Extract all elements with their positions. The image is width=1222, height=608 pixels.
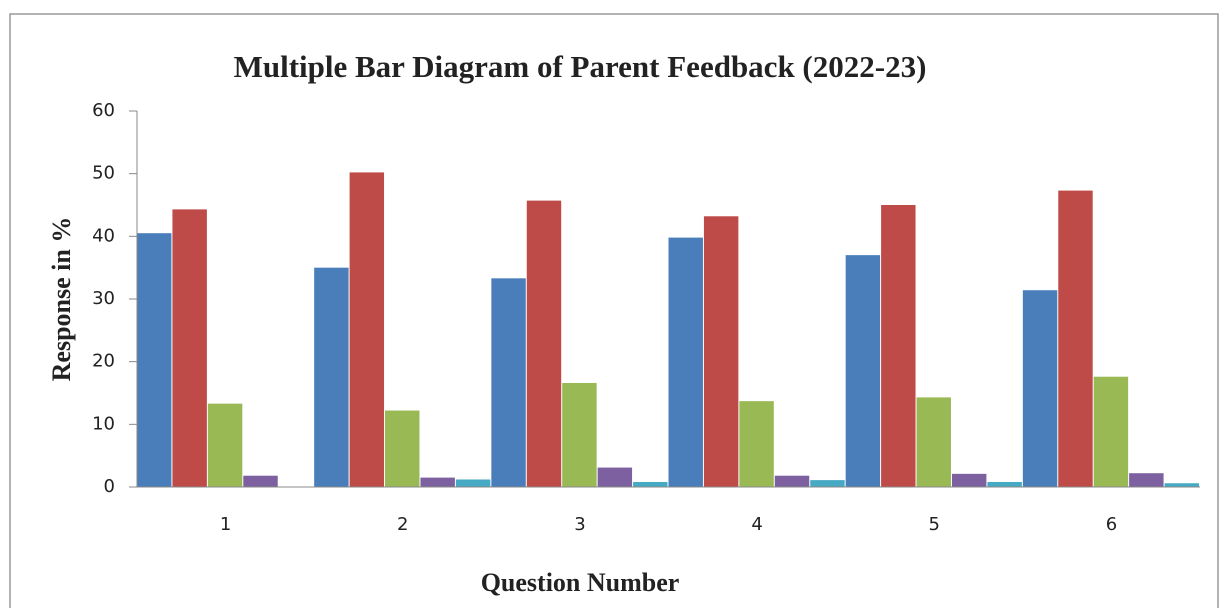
bar xyxy=(420,477,455,487)
bar xyxy=(349,172,385,487)
x-tick-label: 2 xyxy=(397,514,408,535)
y-tick-label: 10 xyxy=(92,413,115,434)
bar xyxy=(810,480,845,487)
bar xyxy=(172,209,207,488)
x-tick-label: 4 xyxy=(751,514,762,535)
bar xyxy=(987,481,1022,487)
bar xyxy=(633,481,668,487)
bar xyxy=(703,216,739,487)
bar xyxy=(491,278,526,487)
x-tick-label: 3 xyxy=(574,514,585,535)
bar xyxy=(668,237,703,487)
bar xyxy=(243,475,278,487)
chart-title: Multiple Bar Diagram of Parent Feedback … xyxy=(234,49,927,84)
bar xyxy=(916,397,951,487)
bar xyxy=(881,205,916,487)
x-tick-label: 5 xyxy=(929,514,940,535)
bar xyxy=(455,479,491,487)
bar xyxy=(845,255,881,487)
bar xyxy=(562,382,597,487)
bar xyxy=(1164,483,1199,487)
x-tick-label: 1 xyxy=(220,514,231,535)
x-tick-label: 6 xyxy=(1106,514,1117,535)
bar xyxy=(314,267,349,487)
x-axis-title: Question Number xyxy=(481,568,680,597)
frame xyxy=(9,13,1219,608)
y-tick-label: 30 xyxy=(92,288,115,309)
y-tick-label: 0 xyxy=(104,476,115,497)
y-tick-label: 60 xyxy=(92,100,115,121)
bar xyxy=(1022,290,1058,487)
y-tick-label: 40 xyxy=(92,225,115,246)
bar xyxy=(1129,473,1164,487)
bar xyxy=(207,403,243,487)
y-axis-title: Response in % xyxy=(47,217,76,382)
bar xyxy=(385,410,420,487)
bar xyxy=(1058,190,1093,487)
bar xyxy=(951,473,987,487)
bar xyxy=(739,401,774,487)
y-tick-label: 50 xyxy=(92,163,115,184)
bar xyxy=(526,200,562,487)
bar xyxy=(774,475,810,487)
bar xyxy=(137,233,172,487)
bar xyxy=(597,467,633,487)
bar xyxy=(1093,376,1129,487)
y-tick-label: 20 xyxy=(92,351,115,372)
